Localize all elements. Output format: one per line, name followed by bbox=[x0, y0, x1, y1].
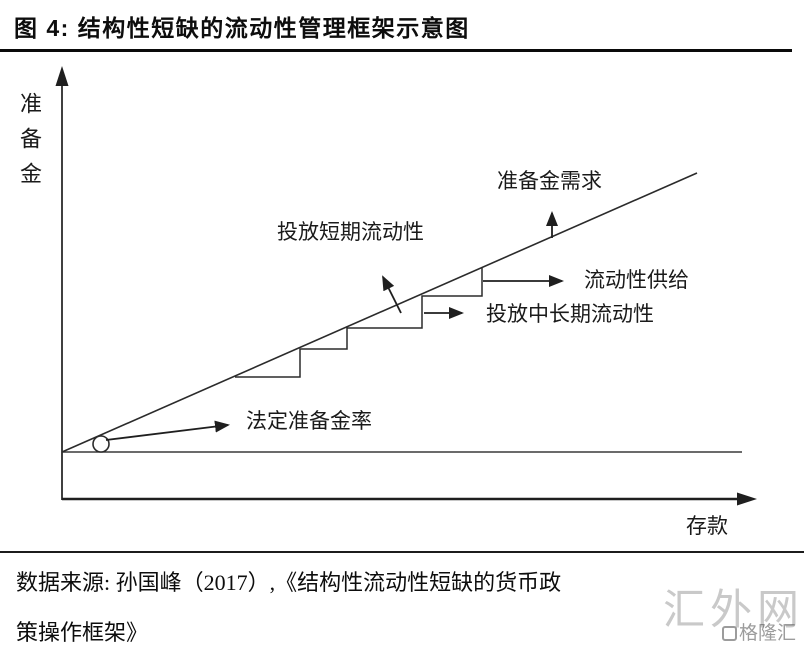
origin-circle bbox=[92, 435, 110, 453]
logo-watermark-text: 格隆汇 bbox=[739, 623, 797, 644]
site-watermark: 汇外网 bbox=[663, 588, 804, 634]
short-term-injection-arrow-icon bbox=[382, 275, 402, 314]
statutory-ratio-arrow-icon bbox=[105, 420, 230, 441]
label-reserve-demand: 准备金需求 bbox=[497, 169, 602, 193]
y-axis-arrowhead-icon bbox=[55, 66, 69, 86]
data-source-line1: 数据来源: 孙国峰（2017）,《结构性流动性短缺的货币政 bbox=[16, 570, 562, 595]
logo-box-icon bbox=[722, 626, 737, 641]
data-source-line2: 策操作框架》 bbox=[16, 620, 149, 645]
data-source: 数据来源: 孙国峰（2017）,《结构性流动性短缺的货币政 策操作框架》 bbox=[16, 558, 561, 652]
logo-watermark: 格隆汇 bbox=[722, 624, 796, 643]
figure-title: 图 4: 结构性短缺的流动性管理框架示意图 bbox=[14, 15, 470, 41]
label-short-term-injection: 投放短期流动性 bbox=[277, 220, 424, 244]
label-liquidity-supply: 流动性供给 bbox=[584, 268, 689, 292]
bottom-divider bbox=[0, 551, 804, 553]
label-statutory-reserve-ratio: 法定准备金率 bbox=[246, 409, 372, 433]
label-medium-long-term-injection: 投放中长期流动性 bbox=[486, 302, 654, 326]
liquidity-supply-steps bbox=[235, 268, 483, 378]
x-axis-arrowhead-icon bbox=[737, 492, 757, 506]
title-underline bbox=[0, 49, 792, 52]
x-axis-label: 存款 bbox=[686, 514, 728, 538]
y-axis-label: 准备金 bbox=[17, 92, 42, 197]
